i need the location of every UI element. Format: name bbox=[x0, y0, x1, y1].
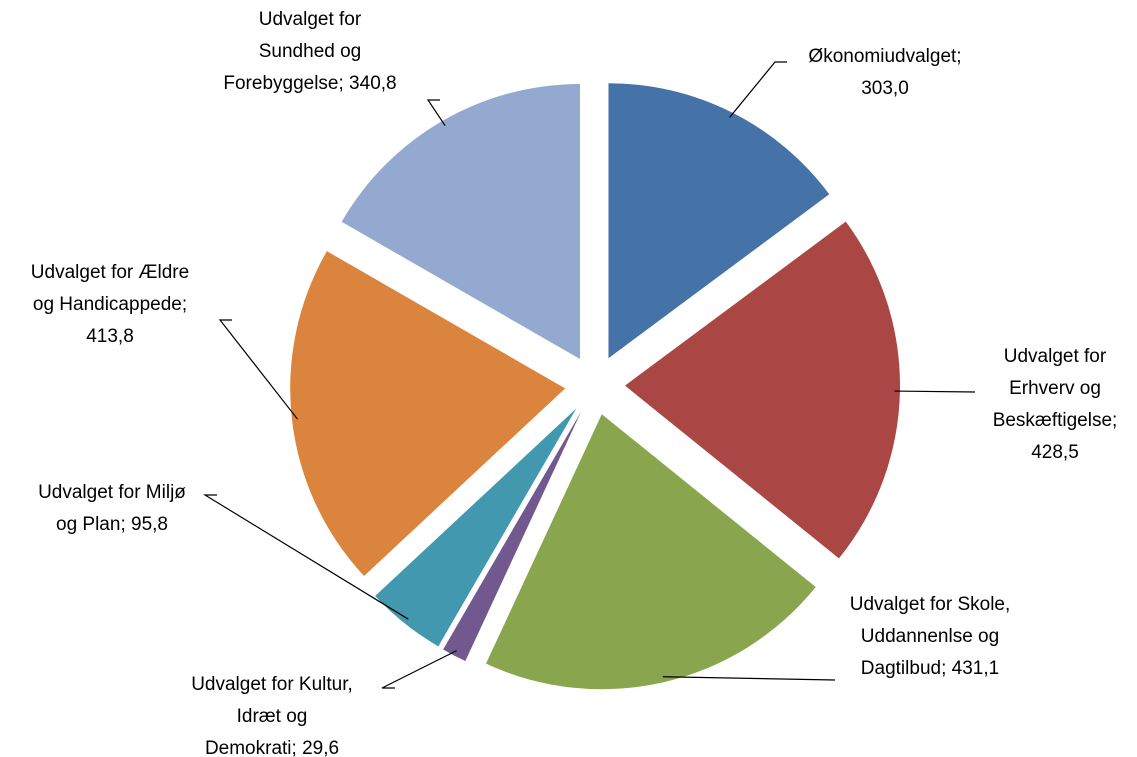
label-line: Udvalget for Skole, bbox=[850, 594, 1011, 615]
data-label: Udvalget for Miljø og Plan; 95,8 bbox=[38, 482, 186, 535]
leader-line bbox=[894, 390, 976, 393]
label-line: og Plan; 95,8 bbox=[56, 514, 168, 535]
label-line: Udvalget for bbox=[259, 9, 362, 30]
label-line: Sundhed og bbox=[259, 41, 362, 62]
data-label: Udvalget for Sundhed og Forebyggelse; 340,… bbox=[223, 9, 396, 94]
pie-slice bbox=[608, 83, 830, 359]
label-line: Erhverv og bbox=[1009, 378, 1101, 399]
pie-slice bbox=[624, 221, 900, 559]
data-label: Udvalget for Ældre og Handicappede; 413,8 bbox=[31, 262, 189, 347]
data-label: Udvalget for Kultur, Idræt og Demokrati; 2… bbox=[191, 674, 353, 757]
label-line: Idræt og bbox=[237, 706, 308, 727]
label-line: Demokrati; 29,6 bbox=[205, 738, 339, 757]
leader-line bbox=[426, 99, 446, 127]
data-label: Økonomiudvalget; 303,0 bbox=[808, 46, 961, 99]
label-line: Udvalget for bbox=[1004, 346, 1107, 367]
leader-line bbox=[218, 319, 298, 420]
label-line: Beskæftigelse; bbox=[993, 410, 1118, 431]
pie-slice bbox=[341, 84, 580, 360]
pie-slice bbox=[443, 411, 582, 662]
data-label: Udvalget for Skole, Uddannenlse og Dagtilb… bbox=[850, 594, 1011, 679]
label-line: 303,0 bbox=[861, 78, 909, 99]
leader-line bbox=[202, 494, 409, 620]
pie-slice bbox=[485, 414, 816, 690]
label-line: Dagtilbud; 431,1 bbox=[861, 658, 999, 679]
label-line: Udvalget for Miljø bbox=[38, 482, 186, 503]
label-line: 413,8 bbox=[86, 326, 134, 347]
label-line: Udvalget for Ældre bbox=[31, 262, 189, 283]
pie-slice bbox=[375, 408, 577, 647]
label-line: Økonomiudvalget; bbox=[808, 46, 961, 67]
pie-slice bbox=[290, 251, 566, 576]
data-label: Udvalget for Erhverv og Beskæftigelse; 428,… bbox=[993, 346, 1118, 463]
label-line: Uddannenlse og bbox=[861, 626, 999, 647]
label-line: og Handicappede; bbox=[33, 294, 187, 315]
leader-line bbox=[381, 650, 457, 689]
label-line: Forebyggelse; 340,8 bbox=[223, 73, 396, 94]
label-line: Udvalget for Kultur, bbox=[191, 674, 353, 695]
label-line: 428,5 bbox=[1031, 442, 1079, 463]
leader-line bbox=[662, 676, 836, 681]
leader-line bbox=[729, 61, 787, 118]
